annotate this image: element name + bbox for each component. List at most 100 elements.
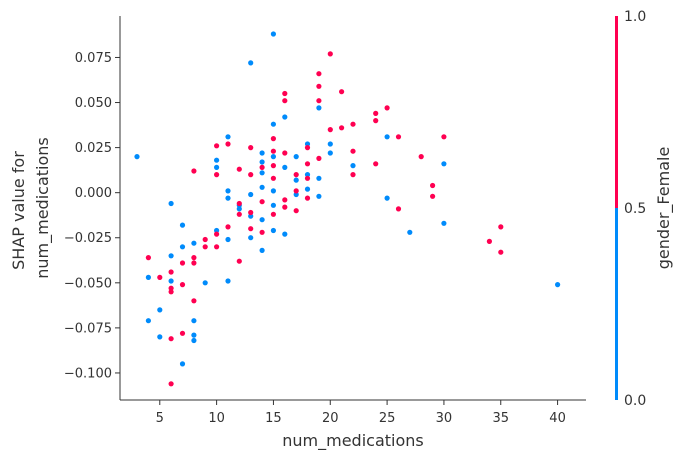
y-tick-label: −0.050 xyxy=(64,276,112,291)
data-point xyxy=(339,89,345,95)
y-axis-label-line-1: SHAP value for xyxy=(9,151,28,270)
data-point xyxy=(270,188,276,194)
data-point xyxy=(236,200,242,207)
data-point xyxy=(350,121,356,127)
data-point xyxy=(191,240,197,246)
data-point xyxy=(214,227,220,234)
x-tick-label: 15 xyxy=(265,411,282,426)
data-point xyxy=(282,114,288,120)
data-point xyxy=(225,195,231,201)
data-point xyxy=(179,244,186,250)
data-point xyxy=(270,121,276,127)
y-tick-label: 0.000 xyxy=(75,186,112,201)
data-point xyxy=(168,289,174,295)
data-point xyxy=(373,161,379,167)
data-point xyxy=(395,134,402,140)
data-point xyxy=(191,260,197,266)
data-point xyxy=(441,220,447,226)
data-point xyxy=(339,125,345,131)
data-point xyxy=(384,134,390,140)
data-point xyxy=(214,231,220,237)
data-point xyxy=(270,202,276,208)
data-point xyxy=(293,172,299,178)
data-point xyxy=(214,172,220,178)
y-tick-label: −0.100 xyxy=(64,366,112,381)
colorbar xyxy=(615,16,618,400)
x-tick-label: 30 xyxy=(436,411,453,426)
y-ticks: −0.100 −0.075 −0.050 −0.025 0.000 0.025 0.050 0… xyxy=(64,51,120,381)
data-point xyxy=(202,244,208,250)
data-point xyxy=(236,258,242,264)
data-point xyxy=(350,163,356,169)
data-point xyxy=(498,224,504,230)
data-point xyxy=(441,134,447,140)
data-point xyxy=(191,332,197,338)
y-tick-label: 0.050 xyxy=(75,96,112,111)
data-point xyxy=(304,195,311,201)
data-point xyxy=(350,172,356,178)
data-point xyxy=(270,154,276,160)
data-point xyxy=(248,226,254,232)
data-point xyxy=(191,318,197,324)
colorbar-label: gender_Female xyxy=(654,147,674,270)
data-point xyxy=(134,154,140,160)
data-point xyxy=(430,193,436,199)
data-point xyxy=(225,278,231,284)
data-point xyxy=(304,161,311,167)
data-point xyxy=(304,175,311,181)
data-point xyxy=(373,110,379,116)
colorbar-tick-label: 0.0 xyxy=(624,393,646,409)
data-point xyxy=(191,168,197,174)
data-point xyxy=(316,83,322,89)
data-point xyxy=(293,177,299,183)
data-point xyxy=(214,143,220,149)
y-tick-label: 0.025 xyxy=(75,141,112,156)
data-point xyxy=(225,224,231,230)
data-point xyxy=(259,184,265,190)
data-point xyxy=(282,164,288,170)
colorbar-tick-label: 0.5 xyxy=(624,201,646,217)
y-axis-label: SHAP value for num_medications xyxy=(9,137,53,278)
data-point xyxy=(316,155,322,161)
y-tick-label: −0.025 xyxy=(64,231,112,246)
data-point xyxy=(327,150,333,156)
x-tick-label: 5 xyxy=(156,411,164,426)
data-point xyxy=(430,182,436,189)
x-tick-label: 35 xyxy=(492,411,509,426)
data-point xyxy=(327,141,333,147)
data-point xyxy=(179,282,186,288)
data-point xyxy=(179,260,186,266)
data-point xyxy=(282,231,288,237)
data-point xyxy=(304,141,311,147)
data-point xyxy=(202,280,208,286)
x-tick-label: 40 xyxy=(549,411,566,426)
data-point xyxy=(486,238,492,244)
data-point xyxy=(236,206,242,212)
data-point xyxy=(157,334,163,340)
data-point xyxy=(384,105,390,111)
x-tick-label: 10 xyxy=(208,411,225,426)
data-point xyxy=(304,186,311,192)
data-point xyxy=(304,172,311,178)
data-point xyxy=(145,255,151,261)
data-point xyxy=(418,154,424,160)
data-point xyxy=(259,247,265,253)
data-point xyxy=(270,227,276,234)
data-point xyxy=(225,134,231,140)
data-point xyxy=(395,206,402,212)
data-point xyxy=(145,274,151,280)
data-point xyxy=(270,136,276,142)
data-point xyxy=(179,361,186,367)
data-point xyxy=(259,170,265,176)
y-axis-label-line-2: num_medications xyxy=(33,137,53,278)
data-point xyxy=(248,60,254,66)
data-point xyxy=(270,211,276,217)
data-point xyxy=(270,31,276,37)
data-point xyxy=(168,278,174,284)
x-tick-label: 25 xyxy=(379,411,396,426)
data-point xyxy=(157,307,163,313)
data-point xyxy=(316,98,322,104)
data-point xyxy=(236,211,242,217)
data-point xyxy=(270,163,276,169)
data-point xyxy=(316,71,322,77)
